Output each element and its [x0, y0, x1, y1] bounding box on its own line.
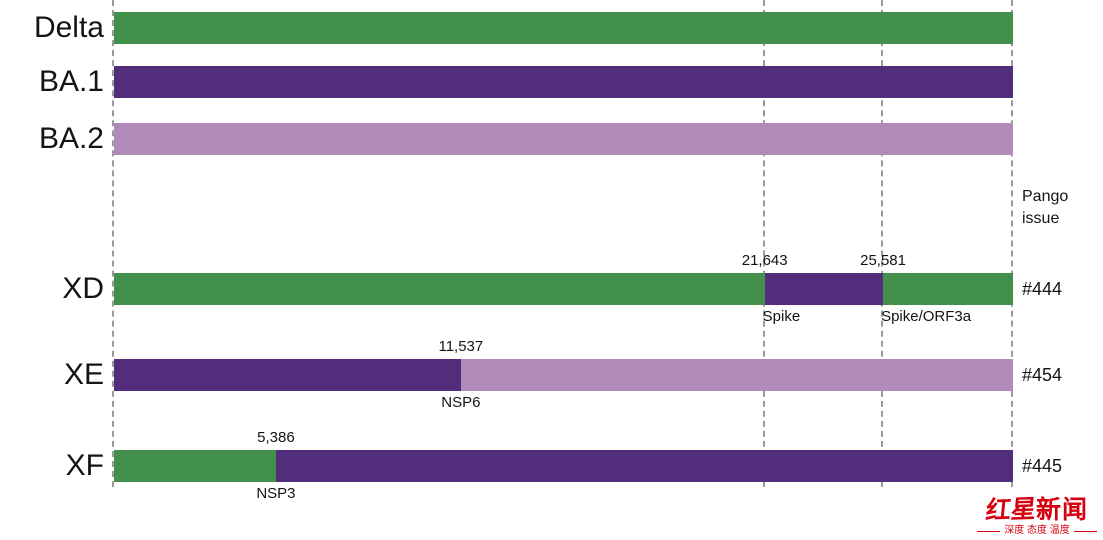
- lineage-label-XF: XF: [65, 449, 104, 482]
- segment-BA.1: [275, 450, 1013, 482]
- breakpoint-gene-label: Spike/ORF3a: [881, 308, 972, 325]
- dashed-guide-line: [762, 0, 765, 487]
- genome-bar-BA.2: [114, 123, 1013, 155]
- tagline-right-rule: [1073, 530, 1097, 532]
- breakpoint-position-label: 25,581: [860, 252, 907, 269]
- lineage-label-BA.1: BA.1: [38, 65, 104, 98]
- segment-Delta: [114, 273, 765, 305]
- lineage-label-XE: XE: [63, 358, 104, 391]
- tagline-left-rule: [977, 530, 1001, 532]
- segment-BA.2: [114, 123, 1013, 155]
- logo-block-text: 新闻: [1036, 495, 1089, 524]
- segment-BA.1: [114, 66, 1013, 98]
- segment-BA.2: [460, 359, 1013, 391]
- segment-Delta: [114, 450, 276, 482]
- segment-BA.1: [764, 273, 884, 305]
- logo-tagline: 深度 态度 温度: [977, 526, 1097, 536]
- red-star-news-wordmark: 红星新闻: [977, 494, 1097, 525]
- breakpoint-position-label: 21,643: [741, 252, 788, 269]
- breakpoint-gene-label: Spike: [762, 308, 801, 325]
- dashed-guide-line: [1011, 0, 1013, 487]
- genome-bar-XD: [114, 273, 1013, 305]
- pango-issue-header: Pango issue: [1022, 188, 1069, 227]
- genome-bar-BA.1: [114, 66, 1013, 98]
- lineage-label-XD: XD: [62, 272, 104, 305]
- breakpoint-gene-label: NSP6: [441, 394, 481, 411]
- genome-bar-XF: [114, 450, 1013, 482]
- dashed-guide-line: [112, 0, 114, 487]
- segment-Delta: [114, 12, 1013, 44]
- breakpoint-position-label: 5,386: [257, 429, 295, 446]
- breakpoint-position-label: 11,537: [438, 338, 484, 355]
- pango-issue-number: #444: [1022, 279, 1063, 299]
- pango-issue-number: #445: [1022, 456, 1063, 476]
- genome-bar-XE: [114, 359, 1013, 391]
- lineage-label-Delta: Delta: [33, 11, 104, 44]
- segment-Delta: [883, 273, 1013, 305]
- logo-script-text: 红星: [984, 494, 1038, 525]
- lineage-label-BA.2: BA.2: [38, 122, 104, 155]
- segment-BA.1: [114, 359, 461, 391]
- breakpoint-gene-label: NSP3: [256, 485, 296, 502]
- dashed-guide-line: [881, 0, 884, 487]
- pango-issue-number: #454: [1022, 365, 1063, 385]
- red-star-news-logo: 红星新闻 深度 态度 温度: [977, 494, 1097, 536]
- tagline-text: 深度 态度 温度: [1004, 525, 1070, 536]
- genome-bar-Delta: [114, 12, 1013, 44]
